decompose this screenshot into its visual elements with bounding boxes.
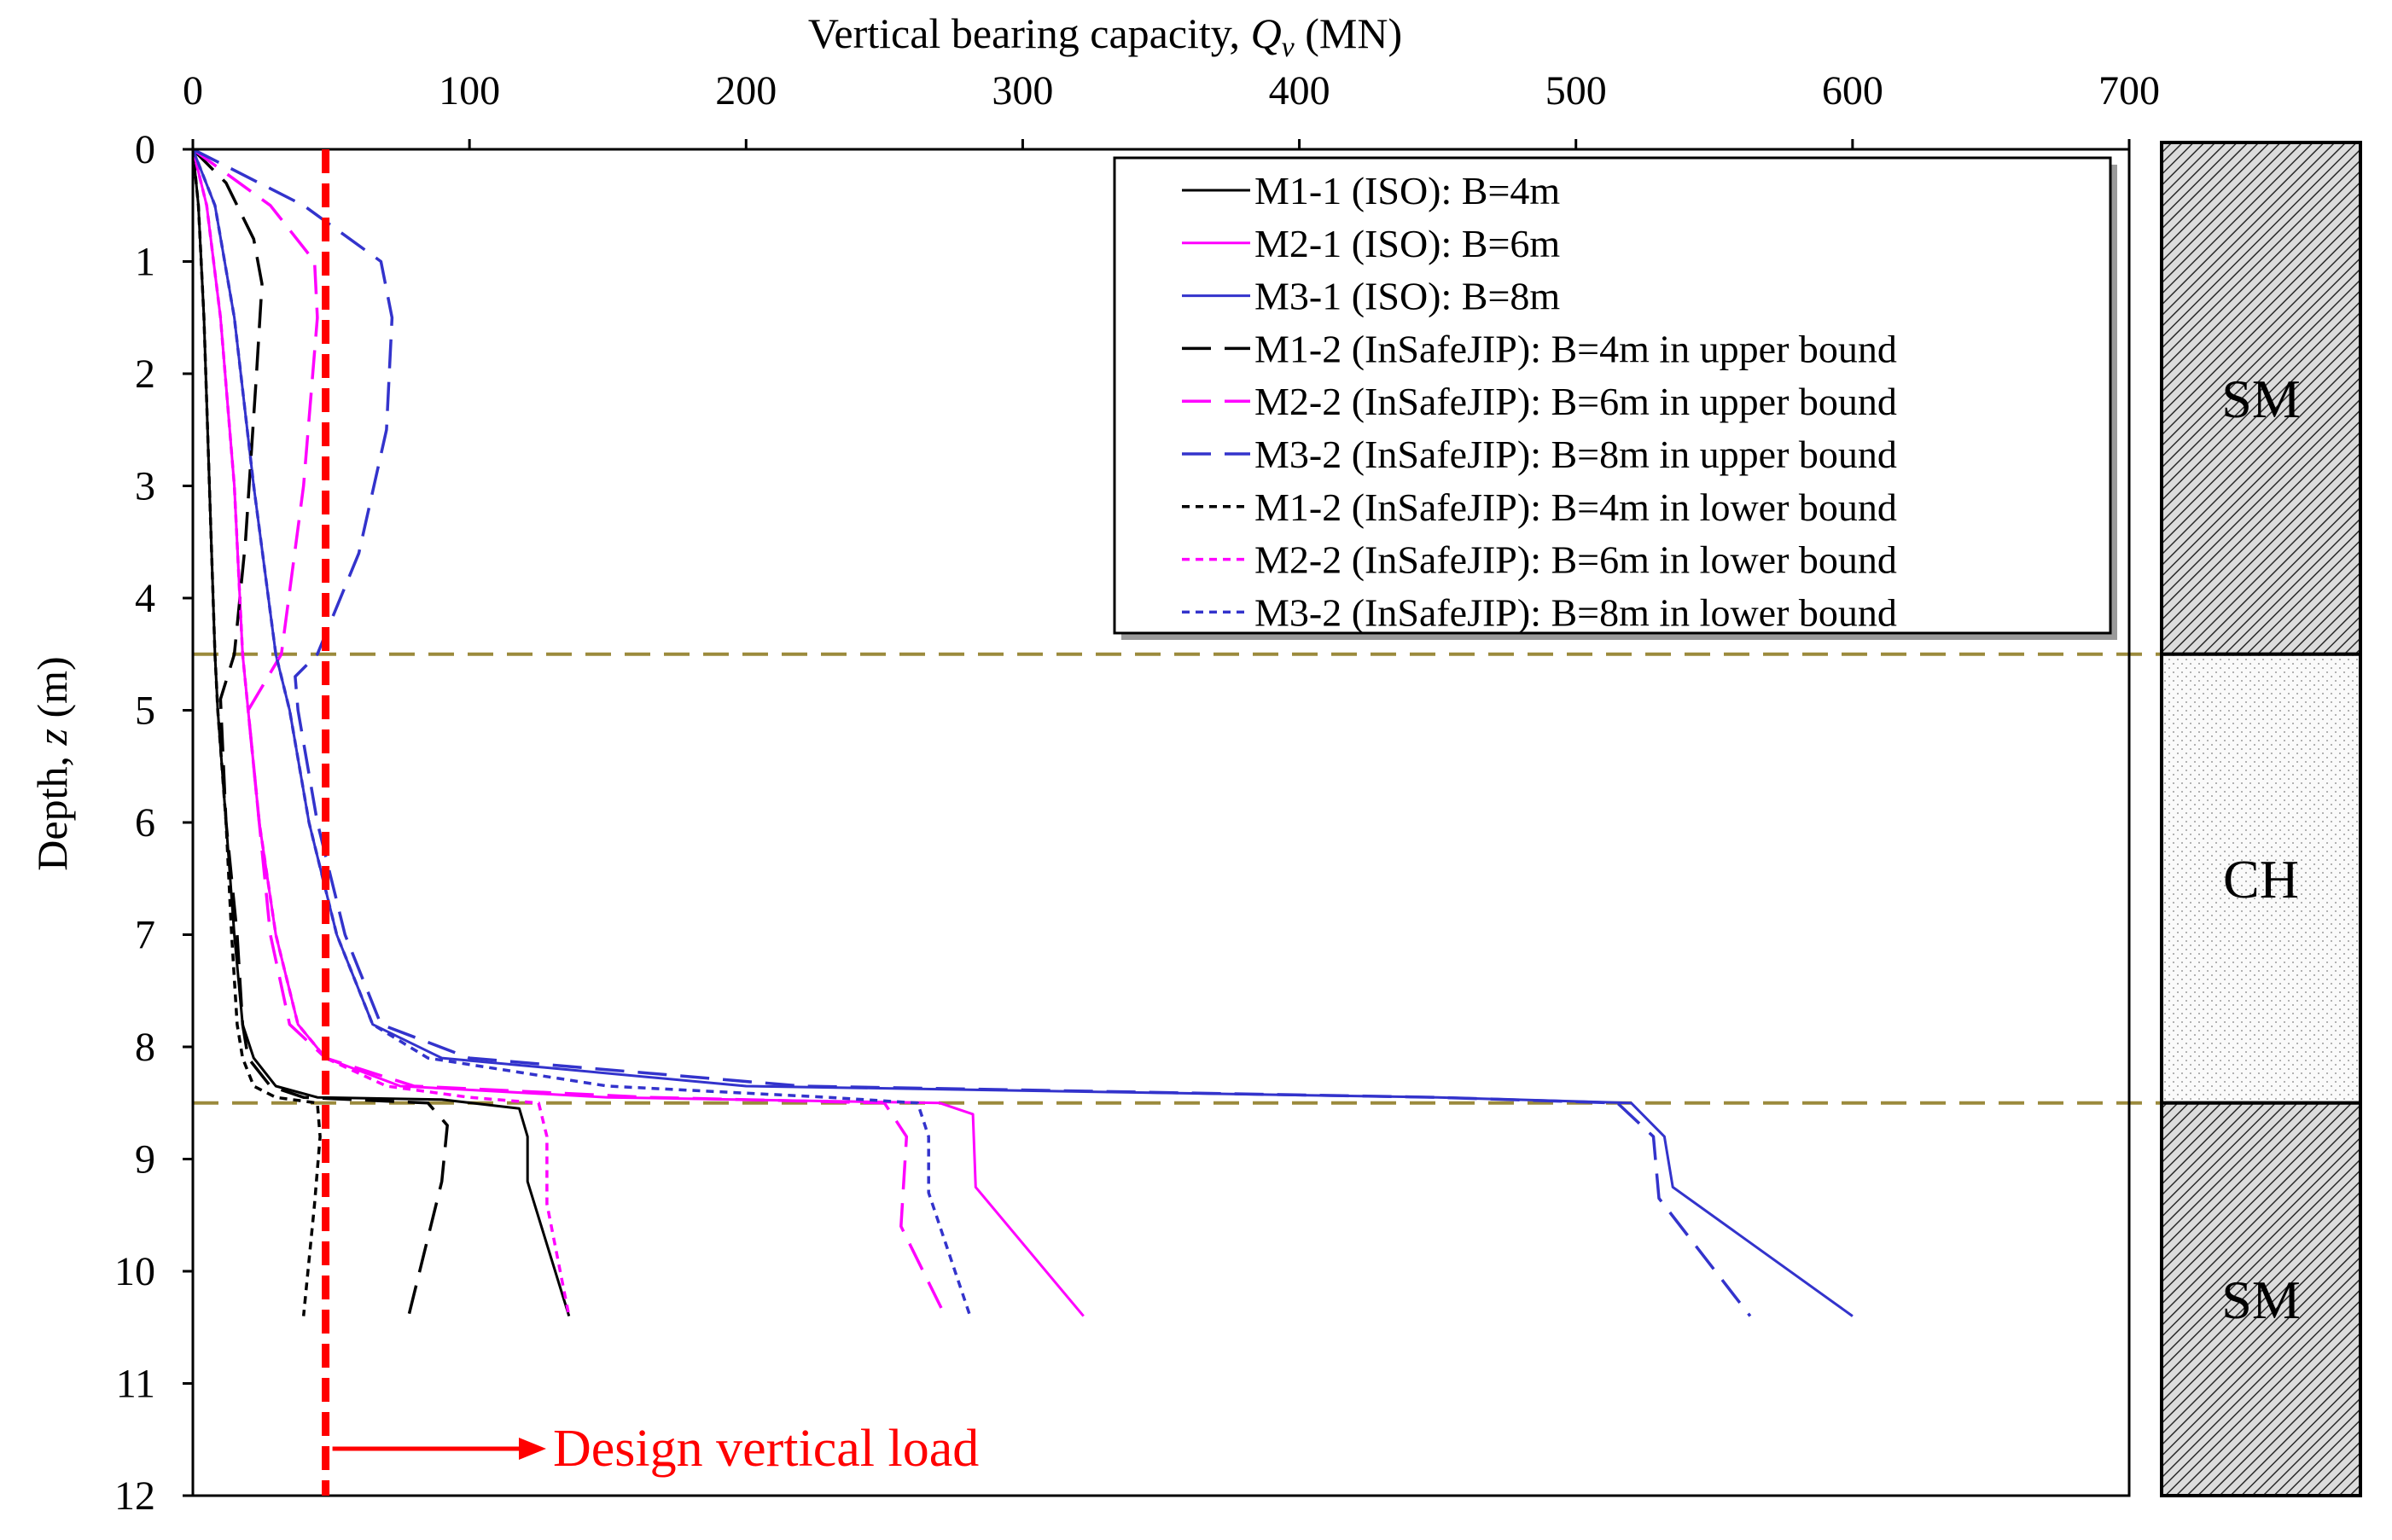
soil-layer-label: SM	[2221, 1270, 2301, 1330]
design-load-group: Design vertical load	[322, 149, 979, 1496]
legend-label: M2-2 (InSafeJIP): B=6m in upper bound	[1254, 380, 1897, 423]
legend-label: M3-1 (ISO): B=8m	[1254, 275, 1560, 318]
x-tick-label: 400	[1269, 68, 1330, 113]
legend: M1-1 (ISO): B=4m M2-1 (ISO): B=6m M3-1 (IS…	[1113, 156, 2117, 640]
series-lines	[193, 149, 1854, 1317]
layer-boundary-lines	[193, 652, 2162, 1105]
series-line	[193, 149, 449, 1317]
x-tick-label: 700	[2098, 68, 2160, 113]
soil-profile-column: SM CH SM	[2160, 141, 2362, 1497]
y-tick-label: 9	[135, 1137, 155, 1183]
y-tick-label: 1	[135, 240, 155, 285]
series-line	[193, 149, 1752, 1317]
legend-label: M2-2 (InSafeJIP): B=6m in lower bound	[1254, 538, 1897, 582]
series-line	[193, 149, 322, 1316]
y-tick-label: 5	[135, 689, 155, 734]
design-load-arrowhead	[519, 1438, 546, 1460]
y-tick-label: 11	[116, 1362, 155, 1407]
y-tick-label: 6	[135, 800, 155, 846]
y-tick-label: 8	[135, 1025, 155, 1070]
x-axis-title: Vertical bearing capacity, Qv (MN)	[808, 9, 1402, 63]
y-axis-title: Depth, z (m)	[28, 656, 76, 870]
y-tick-label: 10	[114, 1249, 155, 1294]
series-line	[193, 149, 972, 1317]
x-tick-label: 0	[183, 68, 203, 113]
legend-label: M3-2 (InSafeJIP): B=8m in lower bound	[1254, 590, 1897, 634]
x-tick-label: 100	[439, 68, 500, 113]
y-tick-label: 2	[135, 352, 155, 397]
y-tick-label: 7	[135, 913, 155, 958]
y-tick-label: 4	[135, 576, 155, 621]
soil-layer-block	[2160, 141, 2362, 656]
series-line	[193, 149, 947, 1317]
series-line	[193, 149, 571, 1316]
legend-label: M3-2 (InSafeJIP): B=8m in upper bound	[1254, 433, 1897, 476]
x-tick-label: 300	[992, 68, 1053, 113]
legend-box	[1113, 156, 2112, 635]
soil-layer-block	[2160, 652, 2362, 1105]
plot-frame	[191, 148, 2131, 1497]
x-tick-label: 200	[715, 68, 777, 113]
y-tick-label: 12	[114, 1473, 155, 1519]
legend-label: M1-2 (InSafeJIP): B=4m in lower bound	[1254, 485, 1897, 529]
x-tick-label: 600	[1822, 68, 1883, 113]
legend-label: M1-2 (InSafeJIP): B=4m in upper bound	[1254, 327, 1897, 370]
y-tick-label: 3	[135, 464, 155, 509]
legend-label: M1-1 (ISO): B=4m	[1254, 169, 1560, 212]
x-tick-label: 500	[1545, 68, 1607, 113]
legend-label: M2-1 (ISO): B=6m	[1254, 222, 1560, 265]
soil-layer-label: SM	[2221, 369, 2301, 429]
soil-layer-block	[2160, 1101, 2362, 1497]
y-tick-label: 0	[135, 127, 155, 172]
design-load-label: Design vertical load	[553, 1420, 979, 1478]
soil-layer-label: CH	[2223, 849, 2299, 909]
